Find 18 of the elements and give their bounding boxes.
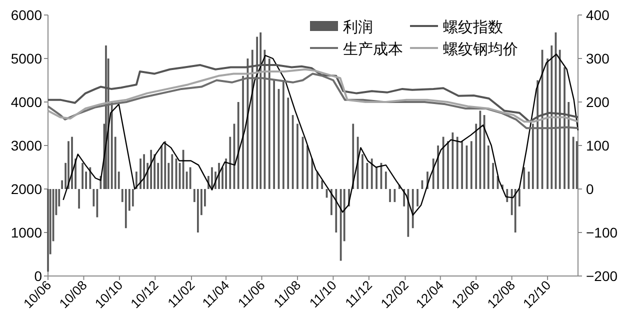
y2-tick-label: 400 <box>586 7 610 23</box>
y-tick-label: 5000 <box>10 50 42 66</box>
y-tick-label: 4000 <box>10 94 42 110</box>
y2-tick-label: 0 <box>586 181 594 197</box>
y-tick-label: 1000 <box>10 224 42 240</box>
y2-tick-label: −100 <box>586 224 618 240</box>
legend-label: 螺纹指数 <box>443 19 503 36</box>
y2-tick-label: −200 <box>586 268 618 284</box>
y2-tick-label: 100 <box>586 138 610 154</box>
legend-label: 利润 <box>343 19 373 36</box>
legend-label: 生产成本 <box>343 41 403 58</box>
y-tick-label: 0 <box>34 268 42 284</box>
y2-tick-label: 300 <box>586 50 610 66</box>
y2-tick-label: 200 <box>586 94 610 110</box>
y-tick-label: 6000 <box>10 7 42 23</box>
y-tick-label: 3000 <box>10 138 42 154</box>
legend-label: 螺纹钢均价 <box>443 41 518 58</box>
y-tick-label: 2000 <box>10 181 42 197</box>
